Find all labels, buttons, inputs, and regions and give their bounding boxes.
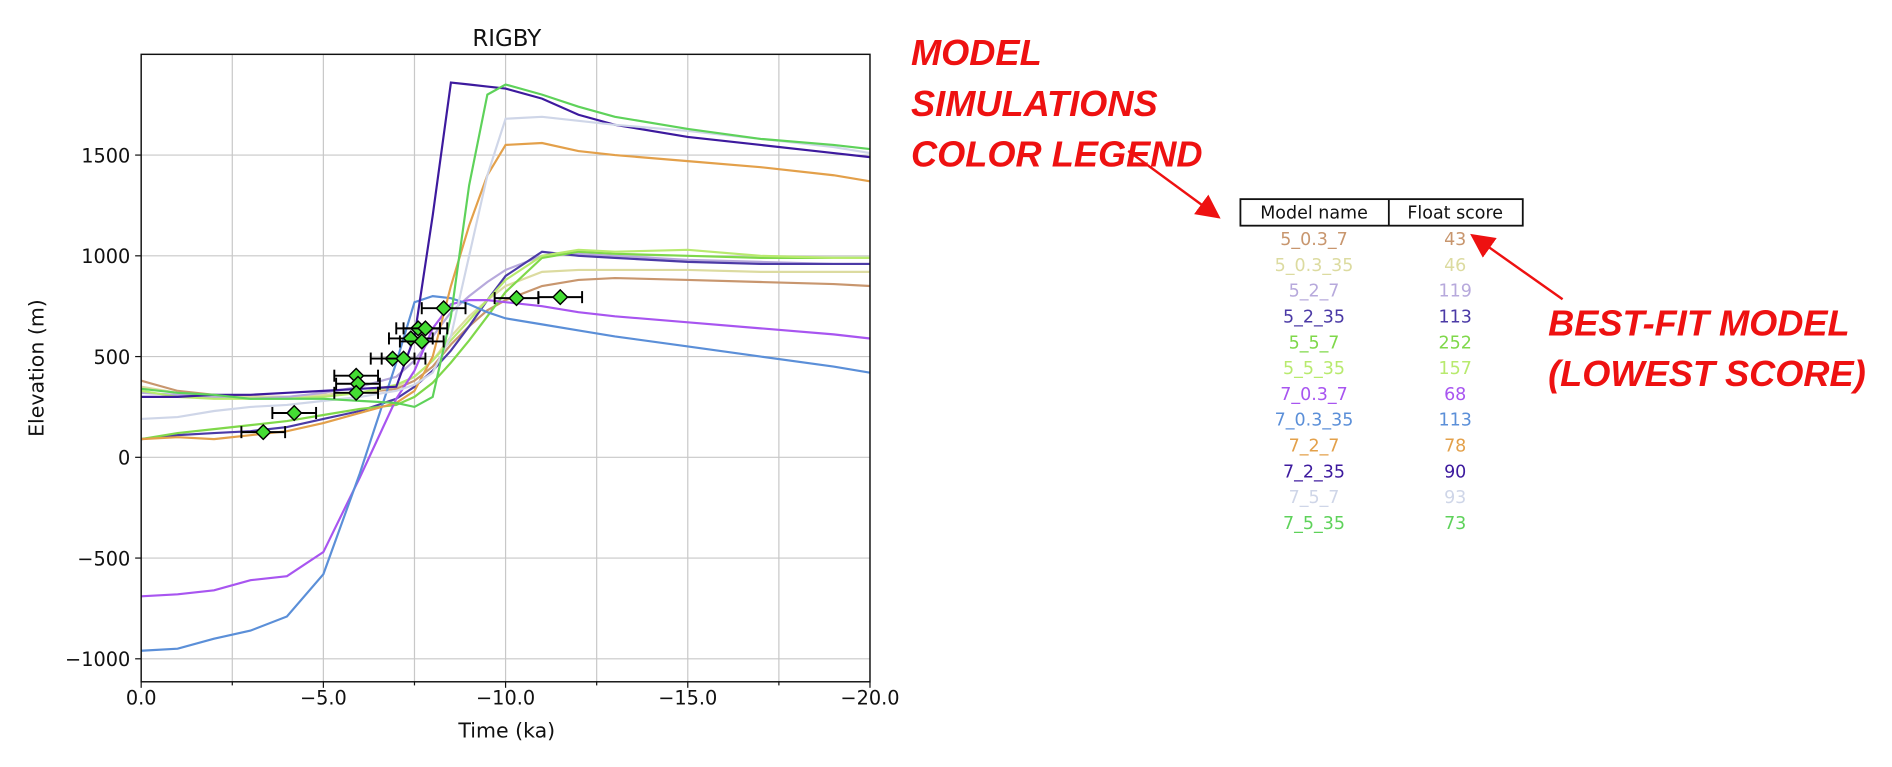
legend-name: 7_0.3_7 bbox=[1280, 385, 1348, 405]
data-point bbox=[417, 320, 434, 337]
arrow bbox=[1127, 149, 1221, 219]
y-tick-label: 1000 bbox=[81, 245, 130, 268]
chart-title: RIGBY bbox=[472, 26, 542, 52]
series-line bbox=[141, 115, 871, 421]
legend-score: 90 bbox=[1444, 462, 1466, 482]
legend-name: 5_5_35 bbox=[1283, 359, 1345, 379]
legend-score: 93 bbox=[1444, 488, 1466, 508]
legend-name: 7_2_35 bbox=[1283, 462, 1345, 482]
legend-name: 7_5_7 bbox=[1289, 488, 1340, 508]
x-axis-label: Time (ka) bbox=[457, 718, 555, 742]
annotation: SIMULATIONS bbox=[911, 83, 1158, 124]
y-tick-label: 1500 bbox=[81, 144, 130, 167]
legend-score: 157 bbox=[1439, 359, 1472, 379]
series-line bbox=[141, 295, 871, 652]
annotation: COLOR LEGEND bbox=[911, 134, 1203, 175]
legend-score: 113 bbox=[1439, 411, 1472, 431]
legend-name: 5_0.3_35 bbox=[1275, 256, 1354, 276]
data-point bbox=[413, 333, 431, 350]
y-tick-label: 500 bbox=[93, 346, 130, 369]
data-point bbox=[285, 404, 303, 422]
legend-name: 7_0.3_35 bbox=[1275, 411, 1354, 431]
legend-score: 119 bbox=[1439, 282, 1472, 302]
table-header-box bbox=[1239, 198, 1524, 227]
legend-score: 78 bbox=[1444, 437, 1466, 457]
legend-score: 113 bbox=[1439, 307, 1472, 327]
legend-name: 7_5_35 bbox=[1283, 514, 1345, 534]
y-tick-label: −1000 bbox=[65, 648, 130, 671]
table-header: Float score bbox=[1407, 203, 1503, 223]
y-tick-label: −500 bbox=[77, 547, 130, 570]
series-line bbox=[141, 81, 871, 398]
y-tick-label: 0 bbox=[118, 447, 130, 470]
legend-name: 5_2_35 bbox=[1283, 307, 1345, 327]
annotation: BEST-FIT MODEL bbox=[1548, 302, 1850, 343]
x-tick-label: −10.0 bbox=[476, 687, 535, 710]
x-tick-label: −5.0 bbox=[300, 687, 347, 710]
data-point bbox=[395, 350, 412, 367]
data-point bbox=[551, 288, 569, 306]
data-point bbox=[254, 423, 272, 441]
plot-frame bbox=[140, 53, 871, 683]
x-tick-label: −20.0 bbox=[840, 687, 899, 710]
legend-name: 5_2_7 bbox=[1289, 282, 1340, 302]
legend-name: 7_2_7 bbox=[1289, 437, 1340, 457]
data-point bbox=[347, 384, 365, 402]
data-point bbox=[402, 330, 420, 347]
data-point bbox=[508, 289, 525, 307]
arrow bbox=[1470, 233, 1564, 301]
series-line bbox=[141, 83, 871, 409]
series-line bbox=[140, 250, 870, 441]
x-tick-label: −15.0 bbox=[658, 687, 717, 710]
legend-score: 46 bbox=[1444, 256, 1466, 276]
series-line bbox=[141, 299, 871, 598]
y-axis-label: Elevation (m) bbox=[24, 299, 48, 437]
legend-score: 43 bbox=[1444, 230, 1466, 250]
annotation: (LOWEST SCORE) bbox=[1548, 353, 1866, 394]
legend-score: 68 bbox=[1444, 385, 1466, 405]
annotation: MODEL bbox=[911, 32, 1042, 73]
legend-name: 5_0.3_7 bbox=[1280, 230, 1348, 250]
table-header: Model name bbox=[1260, 203, 1368, 223]
legend-name: 5_5_7 bbox=[1289, 333, 1340, 353]
x-tick-label: 0.0 bbox=[126, 687, 157, 710]
legend-score: 73 bbox=[1444, 514, 1466, 534]
legend-score: 252 bbox=[1439, 333, 1472, 353]
data-point bbox=[435, 299, 452, 317]
